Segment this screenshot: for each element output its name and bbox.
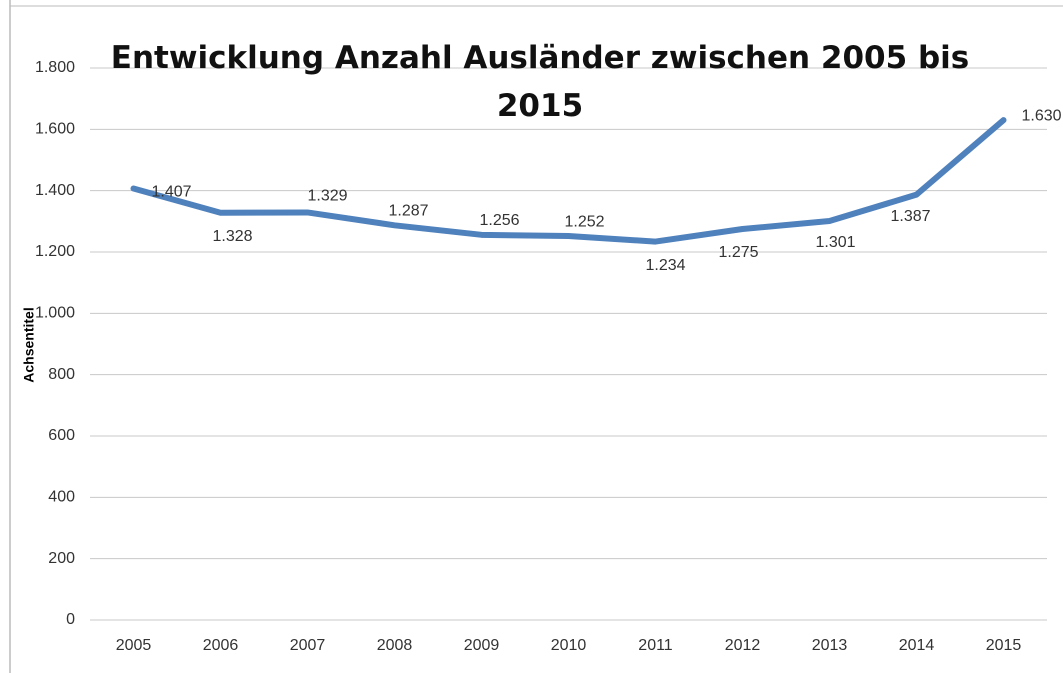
x-tick-label: 2009 <box>464 637 500 654</box>
x-tick-label: 2006 <box>203 637 239 654</box>
y-tick-label: 0 <box>66 611 75 628</box>
x-tick-label: 2014 <box>899 637 935 654</box>
y-tick-label: 600 <box>48 427 75 444</box>
data-label: 1.407 <box>151 184 191 201</box>
data-label: 1.301 <box>815 234 855 251</box>
x-tick-label: 2011 <box>638 637 673 654</box>
y-tick-label: 1.200 <box>35 243 75 260</box>
x-tick-label: 2012 <box>725 637 761 654</box>
x-tick-label: 2008 <box>377 637 413 654</box>
chart-title: Entwicklung Anzahl Ausländer zwischen 20… <box>110 40 970 124</box>
data-label: 1.252 <box>564 213 604 230</box>
data-label: 1.287 <box>388 203 428 220</box>
y-axis-label: Achsentitel <box>21 307 37 382</box>
data-label: 1.329 <box>307 188 347 205</box>
data-line <box>130 117 1007 245</box>
y-tick-label: 1.400 <box>35 182 75 199</box>
x-tick-label: 2013 <box>812 637 848 654</box>
y-tick-label: 200 <box>48 550 75 567</box>
y-tick-label: 1.600 <box>35 121 75 138</box>
data-label: 1.275 <box>718 244 758 261</box>
y-tick-label: 1.800 <box>35 59 75 76</box>
y-tick-label: 1.000 <box>35 305 75 322</box>
x-tick-label: 2005 <box>116 637 152 654</box>
y-tick-label: 400 <box>48 489 75 506</box>
x-tick-label: 2007 <box>290 637 326 654</box>
data-label: 1.256 <box>479 212 519 229</box>
data-label: 1.387 <box>890 208 930 225</box>
data-label: 1.234 <box>645 257 685 274</box>
y-tick-label: 800 <box>48 366 75 383</box>
data-label: 1.630 <box>1021 107 1061 124</box>
data-label: 1.328 <box>212 228 252 245</box>
x-tick-label: 2010 <box>551 637 587 654</box>
x-tick-label: 2015 <box>986 637 1022 654</box>
